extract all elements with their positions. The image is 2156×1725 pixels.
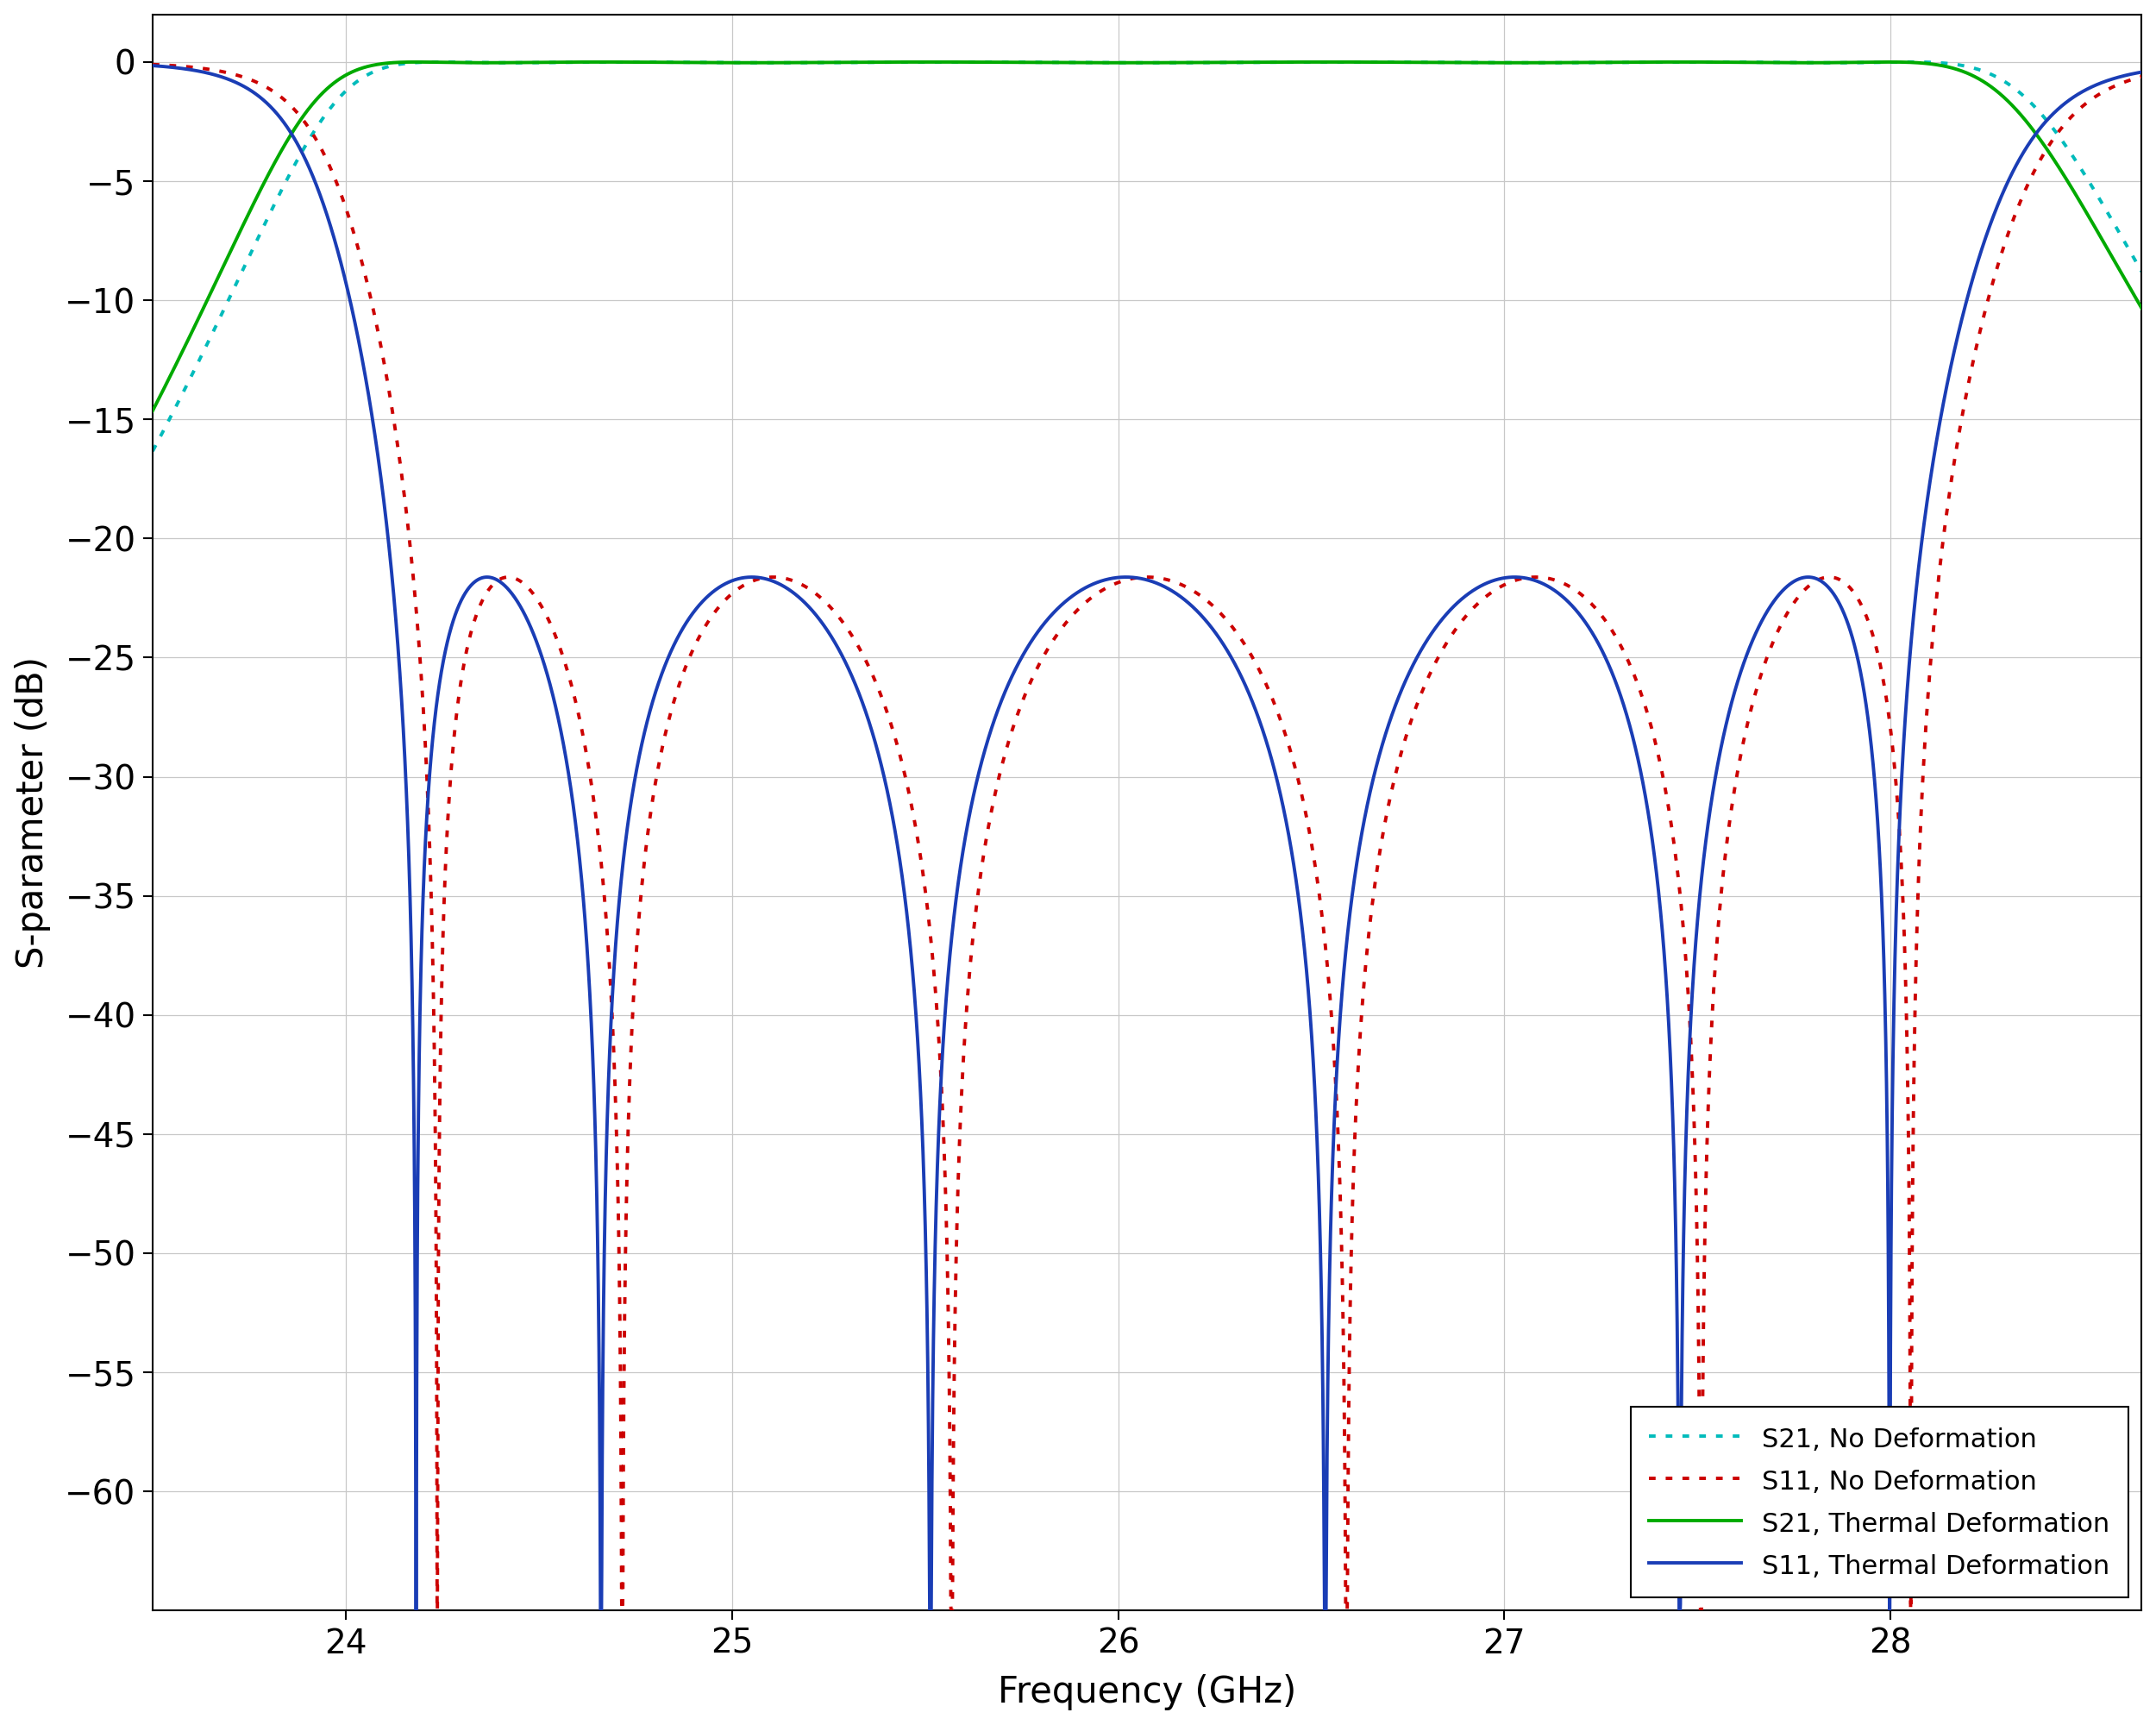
S11, No Deformation [1615,649,1641,669]
S21, No Deformation [2128,260,2154,281]
Legend: S21, No Deformation, S11, No Deformation, S21, Thermal Deformation, S11, Thermal: S21, No Deformation, S11, No Deformation… [1630,1406,2128,1597]
S11, Thermal Deformation [1317,1252,1343,1273]
S21, Thermal Deformation [1404,52,1429,72]
S11, No Deformation [425,1601,451,1622]
S11, No Deformation [1404,695,1429,716]
S21, Thermal Deformation [140,400,166,421]
S11, No Deformation [1720,785,1746,806]
Line: S21, Thermal Deformation: S21, Thermal Deformation [153,62,2141,411]
S11, No Deformation [239,71,265,91]
S21, Thermal Deformation [2128,298,2154,319]
S11, No Deformation [860,666,886,687]
S21, Thermal Deformation [239,195,265,216]
S11, Thermal Deformation [1404,649,1429,669]
S21, No Deformation [860,52,886,72]
S21, Thermal Deformation [860,52,886,72]
S21, No Deformation [1720,52,1746,72]
S11, Thermal Deformation [860,724,886,745]
Y-axis label: S-parameter (dB): S-parameter (dB) [15,656,50,968]
S11, Thermal Deformation [2128,62,2154,83]
S21, No Deformation [1404,52,1429,72]
S11, Thermal Deformation [403,1601,429,1622]
Line: S11, No Deformation: S11, No Deformation [153,64,2141,1611]
X-axis label: Frequency (GHz): Frequency (GHz) [998,1675,1296,1711]
S11, No Deformation [2128,66,2154,86]
S11, Thermal Deformation [1720,685,1746,706]
S11, No Deformation [1317,983,1343,1004]
S21, No Deformation [1615,52,1641,72]
S11, Thermal Deformation [140,55,166,76]
S21, No Deformation [140,442,166,462]
S21, Thermal Deformation [1720,52,1746,72]
S21, No Deformation [239,240,265,260]
S21, No Deformation [1317,52,1343,72]
Line: S21, No Deformation: S21, No Deformation [153,62,2141,452]
S11, No Deformation [140,53,166,74]
Line: S11, Thermal Deformation: S11, Thermal Deformation [153,66,2141,1611]
S11, Thermal Deformation [239,81,265,102]
S21, Thermal Deformation [1615,52,1641,72]
S21, Thermal Deformation [918,52,944,72]
S21, Thermal Deformation [1317,52,1343,72]
S21, No Deformation [1335,52,1360,72]
S11, Thermal Deformation [1615,707,1641,728]
